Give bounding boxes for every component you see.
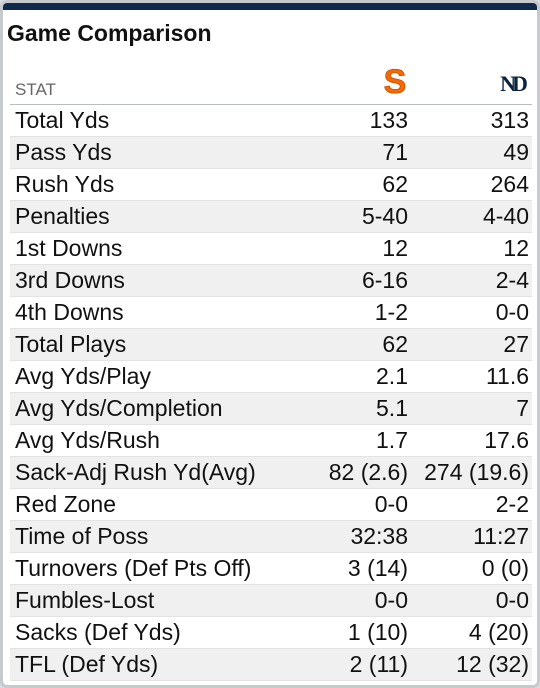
comparison-table: STAT S ND Total Yds 133 31 (10, 63, 532, 681)
team-a-value: 1-2 (300, 296, 411, 329)
team-a-value: 1.7 (300, 424, 411, 457)
notre-dame-nd-glyph: ND (500, 71, 527, 96)
team-b-value: 4 (20) (411, 616, 532, 649)
stat-label: Fumbles-Lost (10, 584, 300, 617)
header-bar (3, 3, 537, 10)
team-b-value: 2-4 (411, 264, 532, 297)
team-a-value: 0-0 (300, 584, 411, 617)
team-b-value: 17.6 (411, 424, 532, 457)
table-row: Rush Yds 62 264 (10, 168, 532, 201)
team-a-value: 82 (2.6) (300, 456, 411, 489)
card-title: Game Comparison (7, 20, 212, 46)
team-b-value: 49 (411, 136, 532, 169)
stat-label: Avg Yds/Rush (10, 424, 300, 457)
syracuse-s-logo-icon[interactable]: S (382, 63, 408, 102)
team-b-value: 12 (411, 232, 532, 265)
team-b-value: 274 (19.6) (411, 456, 532, 489)
stat-label: Time of Poss (10, 520, 300, 553)
team-a-value: 32:38 (300, 520, 411, 553)
team-b-value: 4-40 (411, 200, 532, 233)
table-row: Sacks (Def Yds) 1 (10) 4 (20) (10, 616, 532, 649)
team-b-column-header: ND (411, 63, 532, 105)
team-b-value: 2-2 (411, 488, 532, 521)
team-b-value: 11:27 (411, 520, 532, 553)
team-a-value: 62 (300, 328, 411, 361)
stat-column-header: STAT (10, 63, 300, 105)
stat-label: Turnovers (Def Pts Off) (10, 552, 300, 585)
stat-label: 1st Downs (10, 232, 300, 265)
team-a-value: 2.1 (300, 360, 411, 393)
team-a-value: 12 (300, 232, 411, 265)
table-row: Time of Poss 32:38 11:27 (10, 520, 532, 553)
team-a-value: 5-40 (300, 200, 411, 233)
stat-label: Rush Yds (10, 168, 300, 201)
team-a-value: 0-0 (300, 488, 411, 521)
table-row: Avg Yds/Rush 1.7 17.6 (10, 424, 532, 457)
stat-label: Sack-Adj Rush Yd(Avg) (10, 456, 300, 489)
syracuse-s-glyph: S (384, 63, 407, 97)
table-row: Fumbles-Lost 0-0 0-0 (10, 584, 532, 617)
stat-label: Pass Yds (10, 136, 300, 169)
team-a-value: 5.1 (300, 392, 411, 425)
team-b-value: 0 (0) (411, 552, 532, 585)
table-row: Pass Yds 71 49 (10, 136, 532, 169)
stat-label: Total Plays (10, 328, 300, 361)
stat-label: Penalties (10, 200, 300, 233)
stat-label: Sacks (Def Yds) (10, 616, 300, 649)
team-b-value: 11.6 (411, 360, 532, 393)
team-a-value: 1 (10) (300, 616, 411, 649)
table-row: 3rd Downs 6-16 2-4 (10, 264, 532, 297)
stat-label: Red Zone (10, 488, 300, 521)
team-a-value: 71 (300, 136, 411, 169)
team-b-value: 0-0 (411, 296, 532, 329)
team-b-value: 7 (411, 392, 532, 425)
team-b-value: 27 (411, 328, 532, 361)
table-row: Avg Yds/Completion 5.1 7 (10, 392, 532, 425)
team-a-value: 3 (14) (300, 552, 411, 585)
team-b-value: 313 (411, 104, 532, 137)
stat-label: TFL (Def Yds) (10, 648, 300, 681)
table-row: Penalties 5-40 4-40 (10, 200, 532, 233)
table-row: Red Zone 0-0 2-2 (10, 488, 532, 521)
team-a-value: 133 (300, 104, 411, 137)
notre-dame-nd-logo-icon[interactable]: ND (495, 67, 531, 102)
team-a-value: 2 (11) (300, 648, 411, 681)
stat-label: Avg Yds/Completion (10, 392, 300, 425)
table-header-row: STAT S ND (10, 63, 532, 105)
team-a-value: 6-16 (300, 264, 411, 297)
team-b-value: 0-0 (411, 584, 532, 617)
stat-label: 4th Downs (10, 296, 300, 329)
team-b-value: 12 (32) (411, 648, 532, 681)
table-row: Avg Yds/Play 2.1 11.6 (10, 360, 532, 393)
table-row: Total Yds 133 313 (10, 104, 532, 137)
table-row: Sack-Adj Rush Yd(Avg) 82 (2.6) 274 (19.6) (10, 456, 532, 489)
table-row: 4th Downs 1-2 0-0 (10, 296, 532, 329)
stat-label: Avg Yds/Play (10, 360, 300, 393)
table-row: 1st Downs 12 12 (10, 232, 532, 265)
stat-label: 3rd Downs (10, 264, 300, 297)
table-row: TFL (Def Yds) 2 (11) 12 (32) (10, 648, 532, 681)
table-row: Total Plays 62 27 (10, 328, 532, 361)
team-a-column-header: S (300, 63, 411, 105)
team-b-value: 264 (411, 168, 532, 201)
table-row: Turnovers (Def Pts Off) 3 (14) 0 (0) (10, 552, 532, 585)
stat-label: Total Yds (10, 104, 300, 137)
team-a-value: 62 (300, 168, 411, 201)
